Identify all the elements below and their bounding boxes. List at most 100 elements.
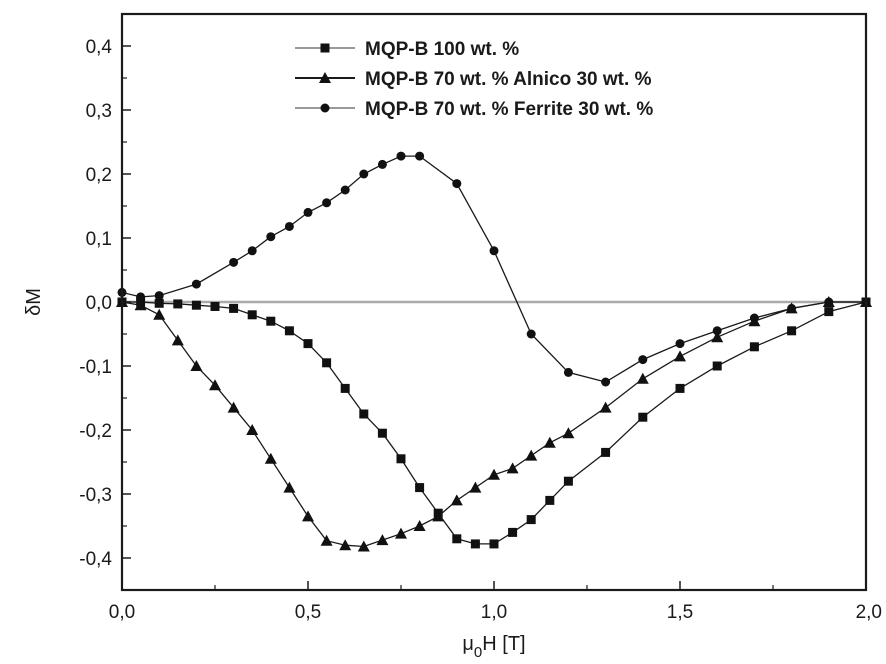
data-point: [601, 377, 611, 387]
x-axis-title-rest: H [T]: [482, 633, 525, 655]
data-point: [824, 307, 834, 317]
data-point: [191, 279, 201, 289]
series-line: [122, 301, 867, 545]
data-point: [303, 339, 313, 349]
x-axis-title-main: μ: [462, 633, 474, 655]
data-point: [415, 151, 425, 161]
data-point: [749, 313, 759, 323]
data-point: [322, 198, 332, 208]
y-tick-label: 0,1: [86, 229, 112, 250]
data-point: [563, 476, 573, 486]
data-point: [283, 481, 296, 493]
data-point: [508, 527, 518, 537]
data-point: [340, 383, 350, 393]
x-tick-label: 0,0: [109, 602, 135, 623]
data-point: [450, 494, 463, 506]
y-tick-label: 0,3: [86, 101, 112, 122]
data-point: [636, 372, 649, 384]
legend-item: MQP-B 100 wt. %: [295, 39, 519, 60]
x-tick-label: 1,5: [667, 602, 693, 623]
data-point: [210, 301, 220, 311]
data-point: [526, 329, 536, 339]
data-point: [469, 481, 482, 493]
data-point: [562, 427, 575, 439]
series-line: [121, 301, 866, 548]
data-point: [545, 495, 555, 505]
data-point: [787, 326, 797, 336]
legend: MQP-B 100 wt. % MQP-B 70 wt. % Alnico 30 …: [295, 39, 653, 120]
data-point: [599, 401, 612, 413]
data-point: [320, 534, 333, 546]
data-point: [264, 452, 277, 464]
x-tick-label: 2,0: [856, 602, 882, 623]
legend-marker: [320, 43, 330, 53]
series-square: [117, 297, 871, 549]
y-tick-label: 0,4: [86, 37, 113, 58]
data-point: [134, 299, 147, 311]
data-point: [209, 379, 221, 391]
data-point: [247, 246, 257, 256]
data-point: [526, 515, 536, 525]
data-point: [674, 350, 686, 362]
data-point: [563, 367, 573, 377]
y-tick-label: -0,4: [79, 549, 112, 570]
y-tick-label: -0,2: [79, 421, 112, 442]
data-point: [395, 527, 407, 539]
data-point: [266, 232, 276, 242]
data-point: [266, 316, 276, 326]
data-point: [229, 257, 239, 267]
data-point: [749, 342, 759, 352]
data-point: [489, 539, 499, 549]
data-point: [171, 334, 184, 346]
data-point: [303, 207, 313, 217]
data-point: [470, 539, 480, 549]
data-point: [284, 326, 294, 336]
legend-label: MQP-B 100 wt. %: [365, 39, 519, 60]
data-point: [638, 355, 648, 365]
data-point: [229, 303, 239, 313]
data-point: [506, 462, 519, 474]
data-point: [227, 401, 240, 413]
data-point: [339, 539, 352, 551]
legend-item: MQP-B 70 wt. % Alnico 30 wt. %: [295, 69, 652, 90]
legend-label: MQP-B 70 wt. % Ferrite 30 wt. %: [365, 99, 653, 120]
data-point: [154, 298, 164, 308]
data-point: [787, 303, 797, 313]
data-point: [247, 310, 257, 320]
data-point: [712, 326, 722, 336]
data-point: [675, 339, 685, 349]
legend-marker: [319, 72, 331, 83]
data-point: [712, 361, 722, 371]
data-point: [396, 151, 406, 161]
data-point: [191, 300, 201, 310]
data-point: [452, 534, 462, 544]
data-point: [376, 534, 389, 546]
data-point: [711, 331, 724, 343]
axis-ticks: 0,0 0,5 1,0 1,5 2,0 0,4 0,3 0,2 0,1 0,0 -0,1 -0,2 -0…: [79, 13, 882, 623]
data-point: [824, 297, 834, 307]
data-point: [525, 449, 538, 461]
data-point: [396, 454, 406, 464]
series-circle: [117, 151, 871, 387]
legend-item: MQP-B 70 wt. % Ferrite 30 wt. %: [295, 99, 653, 120]
series-triangle: [116, 296, 872, 552]
x-tick-label: 0,5: [295, 602, 321, 623]
data-point: [543, 436, 556, 448]
data-point: [377, 428, 387, 438]
data-point: [136, 292, 146, 302]
data-point: [415, 483, 425, 493]
data-point: [154, 291, 164, 301]
data-point: [377, 159, 387, 169]
data-point: [452, 179, 462, 189]
x-axis-title: μ0H [T]: [462, 633, 525, 661]
data-point: [153, 308, 166, 320]
data-point: [173, 299, 183, 309]
y-tick-label: -0,3: [79, 485, 112, 506]
data-point: [246, 424, 259, 435]
legend-label: MQP-B 70 wt. % Alnico 30 wt. %: [365, 69, 652, 90]
y-tick-label: 0,0: [86, 293, 112, 314]
data-point: [432, 510, 445, 522]
data-point: [675, 383, 685, 393]
y-axis-title: δM: [23, 288, 45, 316]
